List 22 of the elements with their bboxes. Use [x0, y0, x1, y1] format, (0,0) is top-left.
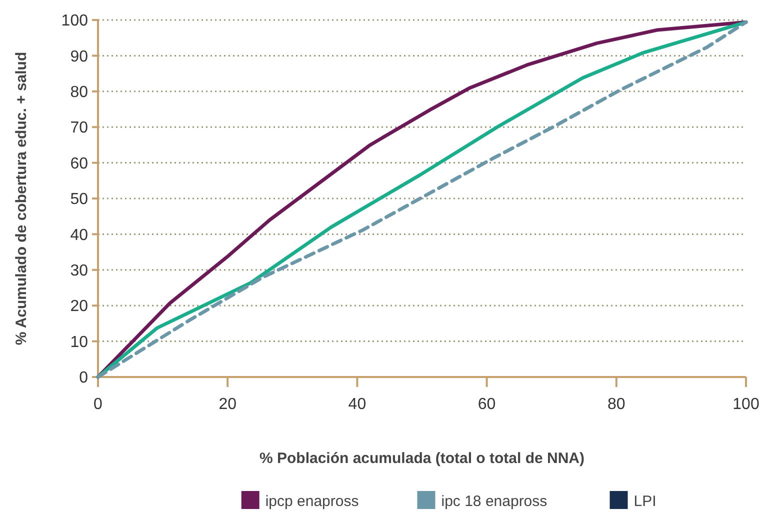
x-axis-title: % Población acumulada (total o total de NNA): [259, 450, 585, 467]
y-tick-label: 100: [61, 12, 88, 30]
legend-label: ipcp enapross: [265, 493, 359, 510]
y-tick-label: 50: [70, 191, 88, 208]
y-tick-label: 60: [70, 155, 88, 172]
x-tick-label: 20: [218, 396, 237, 413]
y-axis-title: % Acumulado de cobertura educ. + salud: [13, 52, 30, 346]
x-tick-label: 0: [94, 396, 103, 413]
y-tick-label: 20: [70, 298, 88, 316]
legend-label: LPI: [634, 493, 656, 510]
y-tick-label: 30: [70, 262, 88, 280]
x-tick-label: 100: [732, 396, 760, 413]
y-tick-label: 70: [70, 120, 88, 137]
y-tick-label: 90: [70, 48, 88, 66]
y-tick-label: 10: [70, 334, 88, 351]
y-tick-label: 0: [79, 370, 88, 387]
x-tick-label: 40: [348, 396, 366, 413]
legend-label: ipc 18 enapross: [441, 493, 548, 510]
y-tick-label: 80: [70, 84, 88, 101]
x-tick-label: 80: [608, 396, 626, 413]
x-tick-label: 60: [478, 396, 496, 413]
y-tick-label: 40: [70, 226, 88, 244]
